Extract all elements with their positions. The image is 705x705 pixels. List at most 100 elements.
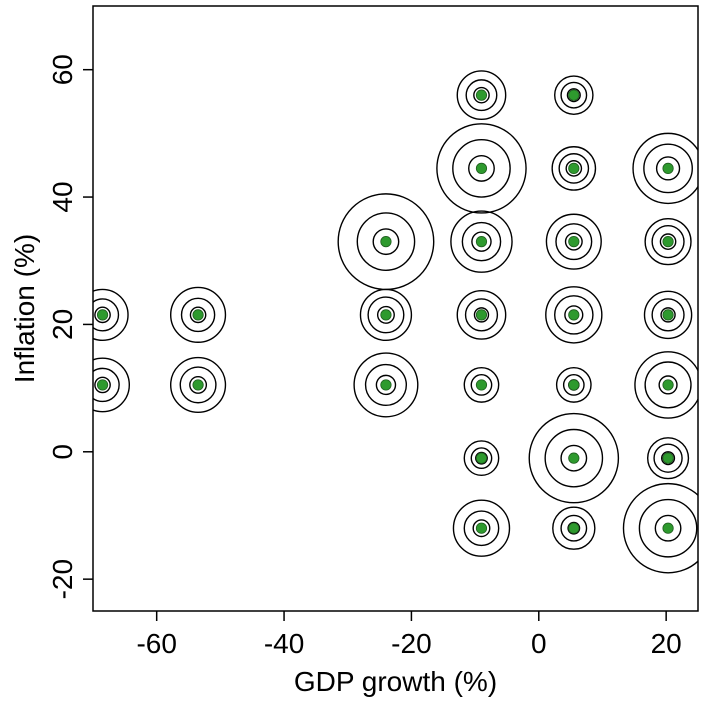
point-ring xyxy=(372,228,400,256)
point-marker xyxy=(475,89,488,101)
point-ring xyxy=(375,374,397,396)
point-ring xyxy=(644,361,692,409)
point-ring xyxy=(651,298,685,332)
point-ring xyxy=(472,519,491,538)
point-ring xyxy=(471,231,492,252)
points-layer xyxy=(93,70,698,574)
point-ring xyxy=(94,306,111,324)
data-point xyxy=(554,75,594,115)
point-ring xyxy=(555,367,592,403)
point-ring xyxy=(558,153,590,184)
point-ring xyxy=(93,298,120,332)
data-point xyxy=(634,351,698,419)
point-marker xyxy=(475,309,488,321)
point-marker xyxy=(380,379,392,391)
point-ring xyxy=(564,305,584,325)
point-marker xyxy=(568,236,580,248)
point-ring xyxy=(475,451,488,465)
data-point xyxy=(93,288,129,342)
point-ring xyxy=(452,139,511,198)
point-marker xyxy=(568,379,580,391)
point-ring xyxy=(551,146,597,191)
point-ring xyxy=(436,123,527,214)
data-point xyxy=(545,213,602,270)
y-axis-label: Inflation (%) xyxy=(9,234,40,383)
point-ring xyxy=(456,70,507,121)
point-marker xyxy=(662,522,674,534)
point-marker xyxy=(475,162,488,174)
point-ring xyxy=(356,212,416,271)
point-marker xyxy=(662,379,674,391)
point-ring xyxy=(565,160,583,177)
point-marker xyxy=(662,309,674,321)
point-ring xyxy=(528,412,620,504)
point-ring xyxy=(632,132,698,205)
x-tick-label: -60 xyxy=(136,628,176,659)
point-ring xyxy=(464,298,499,332)
point-marker xyxy=(475,236,488,248)
data-point xyxy=(452,499,511,557)
data-point xyxy=(450,210,513,273)
point-ring xyxy=(545,286,603,344)
point-marker xyxy=(96,309,109,321)
point-ring xyxy=(463,440,500,477)
point-ring xyxy=(465,79,498,112)
point-ring xyxy=(567,521,581,535)
data-point xyxy=(353,352,419,418)
point-ring xyxy=(654,514,682,542)
point-ring xyxy=(660,307,676,323)
data-point xyxy=(632,132,698,205)
point-ring xyxy=(564,232,583,251)
point-ring xyxy=(463,510,500,547)
point-ring xyxy=(544,428,604,488)
y-tick-label: -20 xyxy=(47,559,78,599)
x-axis: -60 -40 -20 0 20 xyxy=(136,611,682,659)
data-point xyxy=(545,286,603,344)
point-ring xyxy=(555,223,593,261)
point-marker xyxy=(380,309,392,321)
point-ring xyxy=(566,88,581,103)
point-ring xyxy=(554,295,594,335)
point-ring xyxy=(452,499,511,557)
point-marker xyxy=(568,309,580,321)
point-ring xyxy=(643,143,693,194)
data-point xyxy=(337,193,435,291)
point-marker xyxy=(568,452,580,464)
y-tick-label: 40 xyxy=(47,181,78,212)
point-ring xyxy=(376,305,395,324)
point-ring xyxy=(367,296,405,334)
point-ring xyxy=(169,356,227,414)
point-ring xyxy=(359,288,413,342)
data-point xyxy=(463,367,500,403)
point-marker xyxy=(96,379,109,391)
x-tick-label: 20 xyxy=(651,628,682,659)
data-point xyxy=(93,357,130,413)
data-point xyxy=(551,146,597,191)
point-ring xyxy=(638,498,698,558)
data-point xyxy=(456,70,507,121)
point-marker xyxy=(192,309,204,321)
y-tick-label: 60 xyxy=(47,54,78,85)
data-point xyxy=(555,367,592,403)
point-ring xyxy=(470,447,493,470)
point-ring xyxy=(622,482,698,574)
point-ring xyxy=(661,451,676,466)
point-ring xyxy=(646,437,690,480)
point-ring xyxy=(651,225,685,259)
point-ring xyxy=(189,306,207,324)
point-ring xyxy=(643,290,693,340)
point-ring xyxy=(554,75,594,115)
point-marker xyxy=(568,522,580,534)
x-tick-label: 0 xyxy=(531,628,547,659)
plot-frame xyxy=(92,5,699,612)
point-marker xyxy=(568,162,580,174)
point-ring xyxy=(655,156,681,181)
point-ring xyxy=(93,357,130,413)
data-point xyxy=(463,440,500,477)
point-ring xyxy=(545,213,602,270)
point-ring xyxy=(463,367,500,403)
point-marker xyxy=(568,89,580,101)
point-ring xyxy=(653,443,683,473)
point-ring xyxy=(93,367,120,403)
